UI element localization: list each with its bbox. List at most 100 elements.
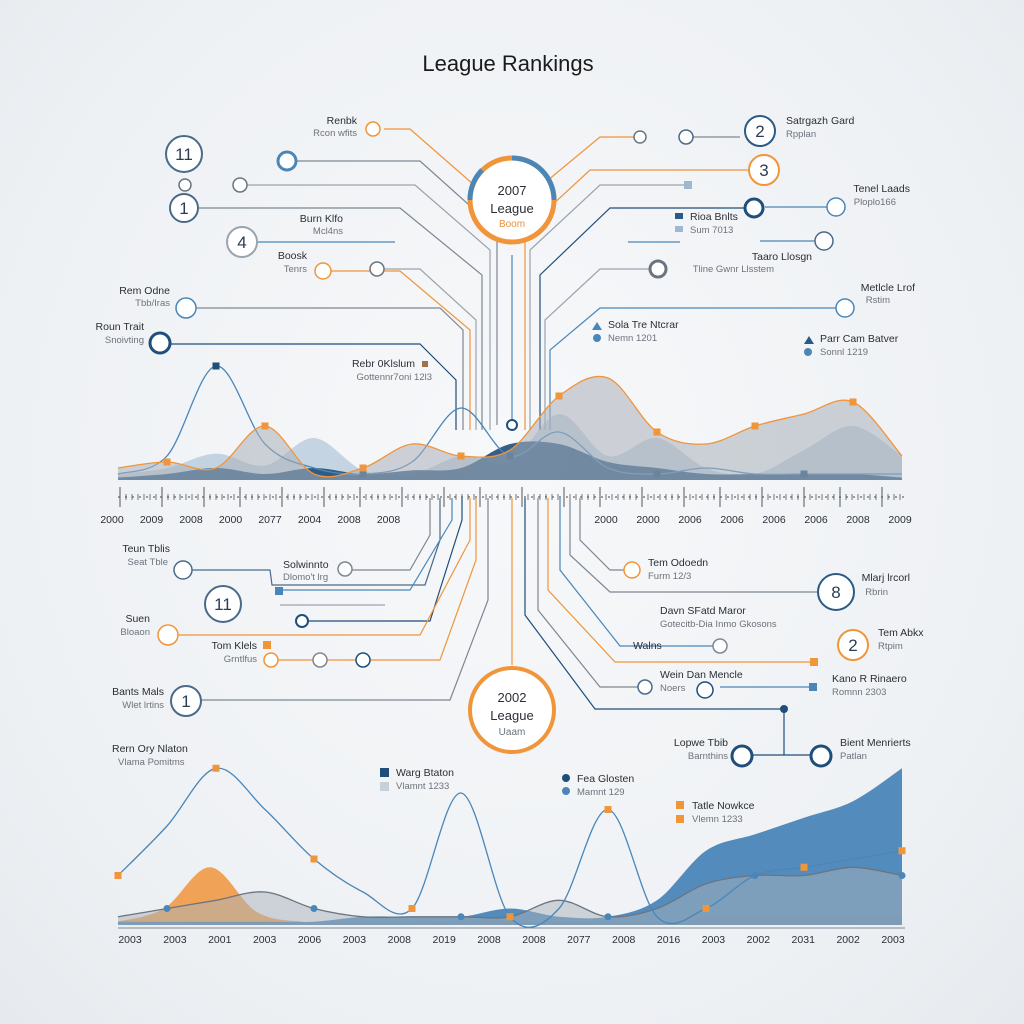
chart-title: League Rankings [422, 51, 593, 76]
x-tick-label: 2000 [100, 514, 124, 526]
svg-text:Bants Mals: Bants Mals [112, 686, 164, 698]
svg-text:Metlcle Lrof: Metlcle Lrof [861, 282, 915, 294]
svg-text:Vlemn 1233: Vlemn 1233 [692, 814, 743, 825]
svg-text:Tom Klels: Tom Klels [211, 640, 257, 652]
bottom-badges: 11 1 8 2 [157, 560, 869, 768]
label-rebr-klslum: Rebr 0Klslum Gottennr7oni 12l3 [352, 358, 432, 383]
x-tick-label: 2003 [702, 934, 726, 946]
line-series-4 [117, 767, 903, 928]
badge-2-bottom: 2 [837, 629, 869, 661]
badge-11-bottom: 11 [204, 585, 242, 623]
badge-8-bottom: 8 [817, 573, 855, 611]
svg-text:Parr Cam Batver: Parr Cam Batver [820, 333, 899, 345]
svg-text:Davn SFatd Maror: Davn SFatd Maror [660, 605, 746, 617]
badge-4-top: 4 [226, 226, 258, 258]
x-tick-label: 2003 [253, 934, 277, 946]
hub-bottom-label: League [490, 708, 533, 723]
label-lopwe-tbib: Lopwe Tbib Barnthins [674, 737, 728, 762]
point-4-13 [751, 422, 759, 430]
point-4-11 [653, 428, 661, 436]
x-tick-label: 2003 [881, 934, 905, 946]
x-tick-label: 2077 [258, 514, 282, 526]
point-3-10 [604, 913, 612, 921]
label-rioa-bnlts: Rioa Bnlts Sum 7013 [690, 211, 738, 236]
point-4-0 [114, 872, 122, 879]
svg-text:8: 8 [831, 583, 840, 602]
x-tick-label: 2002 [747, 934, 771, 946]
badge-1-bottom: 1 [170, 685, 202, 717]
label-suen: Suen Bloaon [120, 613, 150, 638]
svg-text:11: 11 [214, 595, 232, 614]
label-tem-abkx: Tem Abkx Rtpim [878, 627, 924, 652]
badge-2-top: 2 [744, 115, 776, 147]
axis-bottom: 2003 2003 2001 2003 2006 2003 2008 2019 2008 2008… [118, 927, 905, 946]
svg-text:Kano R Rinaero: Kano R Rinaero [832, 673, 907, 685]
label-mlarj-lrcorl: Mlarj lrcorl Rbrin [862, 572, 910, 598]
hub-bottom-sub: Uaam [499, 727, 526, 738]
svg-text:Gottennr7oni 12l3: Gottennr7oni 12l3 [356, 372, 432, 383]
svg-text:Noers: Noers [660, 683, 686, 694]
hub-top: 2007 League Boom [467, 155, 557, 431]
svg-text:Warg Btaton: Warg Btaton [396, 767, 454, 779]
svg-text:Taaro Llosgn: Taaro Llosgn [752, 251, 812, 263]
svg-text:Nemn 1201: Nemn 1201 [608, 333, 657, 344]
svg-text:Solwinnto: Solwinnto [283, 559, 329, 571]
svg-text:4: 4 [237, 233, 246, 252]
label-parr-cam: Parr Cam Batver Sonnl 1219 [820, 333, 899, 358]
point-4-7 [457, 452, 465, 460]
svg-text:Suen: Suen [125, 613, 150, 625]
x-tick-label: 2003 [118, 934, 142, 946]
svg-text:Sola Tre Ntcrar: Sola Tre Ntcrar [608, 319, 679, 331]
label-tem-odoedn: Tem Odoedn Furm 12/3 [648, 557, 708, 582]
x-tick-label: 2016 [657, 934, 681, 946]
label-boosk: Boosk Tenrs [278, 250, 308, 275]
svg-text:Dlomo't lrg: Dlomo't lrg [283, 572, 328, 583]
svg-text:Tatle Nowkce: Tatle Nowkce [692, 800, 755, 812]
point-4-12 [702, 905, 710, 912]
label-teun-tblis: Teun Tblis Seat Tble [122, 543, 170, 568]
label-walns: Walns [633, 640, 662, 652]
x-tick-label: 2006 [678, 514, 702, 526]
svg-text:Tenel Laads: Tenel Laads [853, 183, 910, 195]
label-davn-sfatd: Davn SFatd Maror Gotecitb-Dia Inmo Gkoson… [660, 605, 777, 630]
svg-text:Rern Ory Nlaton: Rern Ory Nlaton [112, 743, 188, 755]
chart-bottom [114, 764, 906, 928]
badge-3-top: 3 [748, 154, 780, 186]
x-tick-label: 2000 [594, 514, 618, 526]
svg-text:Ploplo166: Ploplo166 [854, 197, 896, 208]
hub-top-sub: Boom [499, 219, 525, 230]
svg-text:Rioa Bnlts: Rioa Bnlts [690, 211, 738, 223]
top-connectors [160, 128, 845, 430]
x-tick-label: 2006 [762, 514, 786, 526]
x-tick-label: 2001 [208, 934, 232, 946]
badge-11-top: 11 [165, 135, 203, 173]
x-tick-label: 2009 [140, 514, 164, 526]
svg-text:Roun Trait: Roun Trait [96, 321, 145, 333]
point-4-8 [506, 913, 514, 921]
svg-text:Rtpim: Rtpim [878, 641, 903, 652]
point-4-9 [555, 392, 563, 400]
svg-text:Mlarj lrcorl: Mlarj lrcorl [862, 572, 910, 584]
svg-text:Barnthins: Barnthins [688, 751, 728, 762]
point-4-4 [310, 855, 318, 863]
chart-top [117, 362, 903, 480]
point-3-1 [163, 905, 171, 912]
x-tick-label: 2008 [179, 514, 203, 526]
x-tick-label: 2004 [298, 514, 322, 526]
badge-1-top: 1 [169, 193, 199, 223]
point-3-2 [212, 362, 220, 370]
line-series-4 [117, 375, 903, 478]
svg-text:Bient Menrierts: Bient Menrierts [840, 737, 911, 749]
x-tick-label: 2008 [522, 934, 546, 946]
label-bants-mals: Bants Mals Wlet lrtins [112, 686, 164, 711]
svg-text:Grntlfus: Grntlfus [224, 654, 258, 665]
svg-text:Rem Odne: Rem Odne [119, 285, 170, 297]
svg-text:Fea Glosten: Fea Glosten [577, 773, 634, 785]
svg-text:Mcl4ns: Mcl4ns [313, 226, 343, 237]
x-tick-label: 2000 [636, 514, 660, 526]
